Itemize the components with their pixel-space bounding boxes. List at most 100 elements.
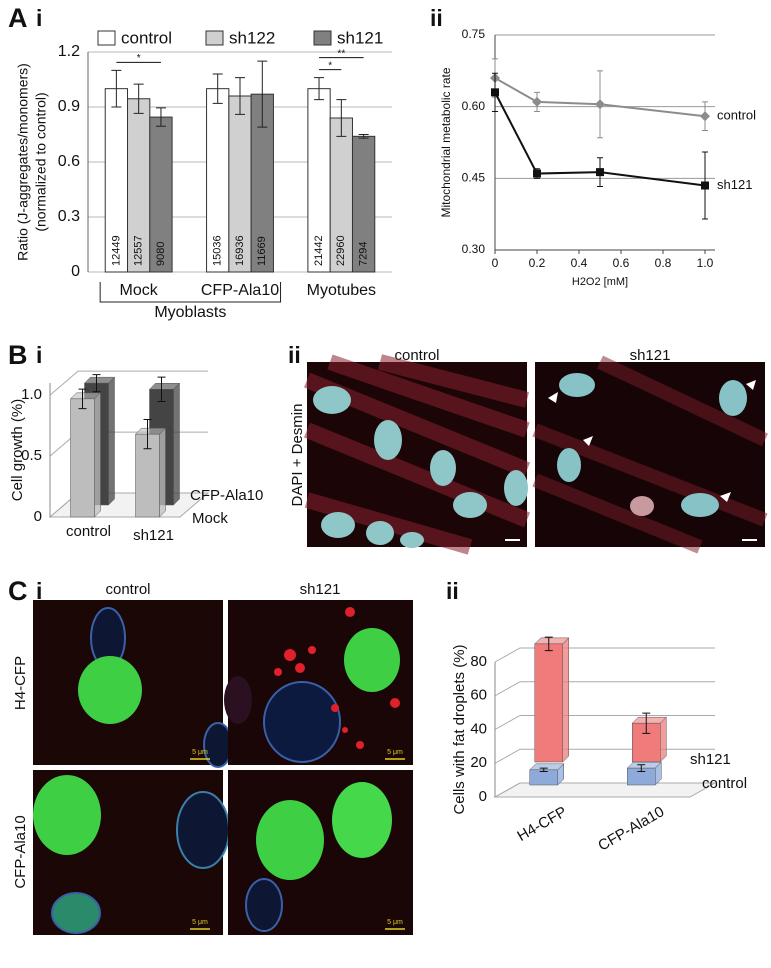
error-bar [235,77,245,115]
x-tick-label: Mock [120,282,159,299]
bar-side [108,376,115,506]
micrograph: 5 μm [228,770,413,935]
significance-label: ** [337,48,345,59]
significance-label: * [328,60,332,71]
stain-label: DAPI + Desmin [289,404,306,507]
y-tick-label: 1.0 [21,386,42,403]
x-tick-label: 0 [492,256,499,270]
nucleus [256,800,324,880]
error-bar [133,83,144,114]
y-tick-label: 0.45 [462,171,486,185]
fat-droplets [274,607,400,749]
grid-line [494,715,715,730]
y-tick-label: 0.30 [462,242,486,256]
nucleus [559,373,595,397]
droplet [331,704,339,712]
nucleus [374,420,402,460]
error-bar [78,388,87,410]
micrograph [303,354,531,555]
nucleus [630,496,654,516]
desmin-fiber [303,354,531,555]
cell-count: 12557 [133,235,145,266]
panel-label: ii [430,5,443,31]
bar-top [529,763,565,771]
x-tick-label: 1.0 [697,256,714,270]
droplet [308,646,316,654]
y-tick-label: 0.75 [462,27,486,41]
droplet [284,649,296,661]
marker [701,181,709,190]
grid-line [494,681,715,697]
error-bar [358,134,369,139]
row-label: H4-CFP [12,656,29,710]
y-axis-label: Ratio (J-aggregates/monomers) [15,63,31,261]
y-tick-label: 0.9 [58,98,80,115]
bar [534,643,563,763]
x-tick-label: H4-CFP [514,803,569,845]
nucleus [245,878,283,932]
y-tick-label: 0.5 [21,447,42,464]
bar-top [631,716,667,724]
nucleus [366,521,394,545]
droplet [295,663,305,673]
micrograph [532,355,768,554]
grid-line [494,647,715,663]
error-bar [155,107,166,127]
bar-side [159,427,166,518]
micrograph: 5 μm [224,600,413,765]
scale-bar-label: 5 μm [387,749,403,756]
x-axis-label: H2O2 [mM] [572,276,628,288]
y-tick-label: 40 [470,720,487,737]
cell-count: 12449 [110,235,122,266]
error-bar [143,419,152,450]
floor [493,782,717,798]
y-axis-label: Cells with fat droplets (%) [451,644,468,814]
scale-bar-label: 5 μm [192,919,208,926]
legend-swatch [313,30,332,46]
y-tick-label: 0.60 [462,99,486,113]
cell-count: 7294 [358,242,370,266]
x-tick-label: 0.8 [655,256,672,270]
y-tick-label: 0 [34,508,42,525]
error-bar [642,712,651,734]
x-tick-label: sh121 [133,527,174,544]
error-bar [336,99,347,137]
group-label: Myoblasts [154,304,226,321]
scale-bar-label: 5 μm [192,749,208,756]
nucleus [344,628,400,692]
column-label: sh121 [630,347,671,364]
error-bar [314,77,325,101]
bar-side [94,392,101,518]
line [494,77,706,118]
nucleus [176,791,230,869]
bar-side [562,637,569,763]
y-axis-label: Cell growth (%) [9,399,26,502]
panel-label: B [8,340,28,370]
y-tick-label: 0.3 [58,208,80,225]
bar-top [534,637,570,645]
column-label: control [394,347,439,364]
droplet [342,727,348,733]
nucleus [51,892,101,934]
line [494,91,706,187]
cell-count: 15036 [212,235,224,266]
error-bar [544,636,553,652]
y-tick-label: 20 [470,754,487,771]
series-label: CFP-Ala10 [190,487,263,504]
marker [533,169,541,178]
bar [529,769,558,786]
nucleus [719,380,747,416]
x-tick-label: control [66,523,111,540]
marker [532,96,542,107]
legend-swatch [205,30,224,46]
arrowhead [548,380,756,502]
panel-label: A [8,3,28,33]
micrograph: 5 μm [33,770,230,935]
droplet [345,607,355,617]
nucleus [33,775,101,855]
y-axis-label: (normalized to control) [33,92,49,231]
panel-label: i [36,5,42,31]
y-tick-label: 1.2 [58,43,80,60]
error-bar [92,374,101,393]
